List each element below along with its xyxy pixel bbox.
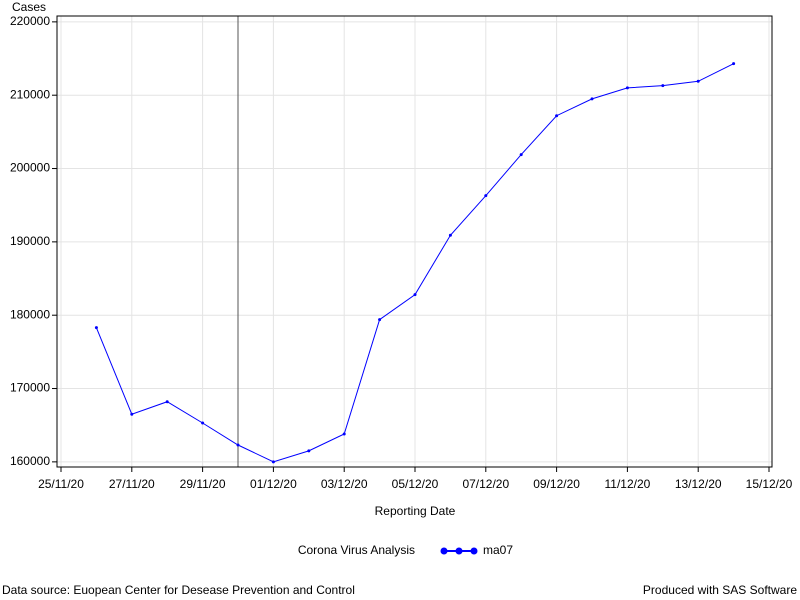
legend-marker bbox=[470, 547, 478, 555]
data-point bbox=[94, 326, 98, 330]
data-point bbox=[625, 86, 629, 90]
data-point bbox=[661, 84, 665, 88]
y-tick-label: 200000 bbox=[10, 161, 50, 175]
data-point bbox=[378, 318, 382, 322]
data-point bbox=[271, 460, 275, 464]
data-point bbox=[519, 153, 523, 157]
data-point bbox=[201, 421, 205, 425]
x-tick-label: 01/12/20 bbox=[250, 477, 297, 491]
data-point bbox=[413, 293, 417, 297]
x-tick-label: 15/12/20 bbox=[746, 477, 793, 491]
y-tick-label: 210000 bbox=[10, 87, 50, 101]
data-point bbox=[130, 412, 134, 416]
legend-label: ma07 bbox=[483, 543, 513, 557]
data-point bbox=[342, 432, 346, 436]
data-point bbox=[590, 97, 594, 101]
legend-marker bbox=[440, 547, 448, 555]
x-tick-label: 09/12/20 bbox=[533, 477, 580, 491]
x-tick-label: 05/12/20 bbox=[392, 477, 439, 491]
y-axis-label: Cases bbox=[12, 0, 46, 14]
data-point bbox=[236, 443, 240, 447]
y-tick-label: 220000 bbox=[10, 14, 50, 28]
x-tick-label: 29/11/20 bbox=[180, 477, 226, 491]
y-tick-label: 170000 bbox=[10, 381, 50, 395]
y-tick-label: 190000 bbox=[10, 234, 50, 248]
x-tick-label: 13/12/20 bbox=[675, 477, 722, 491]
data-point bbox=[448, 233, 452, 237]
x-tick-label: 11/12/20 bbox=[604, 477, 650, 491]
data-point bbox=[307, 449, 311, 453]
y-tick-label: 160000 bbox=[10, 454, 50, 468]
x-tick-label: 27/11/20 bbox=[109, 477, 155, 491]
data-point bbox=[555, 114, 559, 118]
legend-marker bbox=[455, 547, 463, 555]
x-tick-label: 25/11/20 bbox=[38, 477, 84, 491]
footnote: Produced with SAS Software bbox=[643, 583, 797, 597]
data-point bbox=[165, 400, 169, 404]
x-axis-label: Reporting Date bbox=[374, 504, 456, 518]
y-tick-label: 180000 bbox=[10, 307, 50, 321]
x-tick-label: 07/12/20 bbox=[462, 477, 509, 491]
data-point bbox=[696, 79, 700, 83]
x-tick-label: 03/12/20 bbox=[321, 477, 368, 491]
legend-title: Corona Virus Analysis bbox=[298, 543, 415, 557]
footnote: Data source: Euopean Center for Desease … bbox=[2, 583, 355, 597]
plot-frame bbox=[56, 15, 773, 468]
data-point bbox=[484, 194, 488, 198]
data-point bbox=[732, 62, 736, 66]
